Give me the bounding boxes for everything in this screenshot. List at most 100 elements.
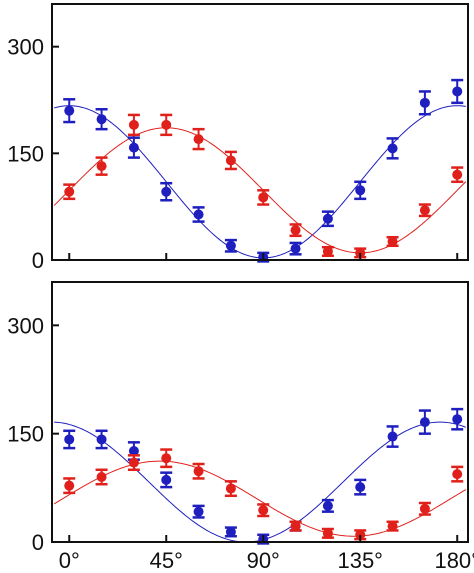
marker xyxy=(225,155,236,166)
marker xyxy=(128,457,139,468)
marker xyxy=(387,521,398,532)
data-point xyxy=(224,238,237,253)
data-point xyxy=(192,206,205,223)
marker xyxy=(387,431,398,442)
marker xyxy=(161,474,172,485)
marker xyxy=(225,240,236,251)
data-point xyxy=(354,478,367,496)
data-point xyxy=(418,501,431,516)
marker xyxy=(419,417,430,428)
marker xyxy=(128,119,139,130)
data-point xyxy=(321,498,334,513)
marker xyxy=(322,528,333,539)
data-point xyxy=(95,429,108,450)
x-tick-label: 180° xyxy=(434,548,474,573)
marker xyxy=(322,246,333,257)
x-tick-label: 45° xyxy=(150,548,183,573)
fit-curve-0 xyxy=(54,105,466,259)
y-tick-label: 150 xyxy=(7,422,44,447)
data-point xyxy=(321,245,334,257)
x-tick-label: 135° xyxy=(337,548,383,573)
marker xyxy=(258,505,269,516)
marker xyxy=(96,161,107,172)
data-point xyxy=(95,156,108,176)
marker xyxy=(419,97,430,108)
marker xyxy=(64,434,75,445)
data-point xyxy=(160,181,173,202)
data-point xyxy=(451,166,464,184)
marker xyxy=(128,142,139,153)
marker xyxy=(161,186,172,197)
marker xyxy=(452,469,463,480)
marker xyxy=(64,480,75,491)
data-point xyxy=(127,136,140,159)
marker xyxy=(355,185,366,196)
data-point xyxy=(418,203,431,218)
marker xyxy=(355,482,366,493)
marker xyxy=(419,503,430,514)
data-point xyxy=(127,113,140,137)
marker xyxy=(64,186,75,197)
data-point xyxy=(63,183,76,201)
data-point xyxy=(224,480,237,498)
data-point xyxy=(160,448,173,469)
y-tick-label: 0 xyxy=(32,530,44,555)
data-point xyxy=(321,210,334,228)
marker xyxy=(193,134,204,145)
data-point xyxy=(224,150,237,171)
marker xyxy=(128,446,139,456)
data-point xyxy=(451,78,464,105)
data-point xyxy=(257,503,270,518)
data-point xyxy=(160,471,173,489)
marker xyxy=(322,500,333,511)
data-point xyxy=(451,407,464,431)
data-point xyxy=(95,107,108,131)
data-point xyxy=(386,235,399,248)
data-point xyxy=(321,527,334,539)
data-point xyxy=(289,223,302,238)
marker xyxy=(387,143,398,154)
marker xyxy=(161,119,172,130)
y-tick-label: 300 xyxy=(7,313,44,338)
data-point xyxy=(386,425,399,448)
bottom-panel: 0 150 300 0° 45° 90° 135° 180° xyxy=(7,281,474,573)
marker xyxy=(322,213,333,224)
data-point xyxy=(289,520,302,532)
marker xyxy=(452,414,463,425)
marker xyxy=(452,86,463,97)
plot-frame xyxy=(51,281,469,543)
marker xyxy=(193,209,204,220)
marker xyxy=(193,466,204,477)
x-tick-label: 0° xyxy=(59,548,80,573)
marker xyxy=(96,472,107,482)
marker xyxy=(64,105,75,116)
data-point xyxy=(354,529,367,541)
marker xyxy=(193,506,204,517)
y-tick-label: 150 xyxy=(7,141,44,166)
data-point xyxy=(192,462,205,480)
data-point xyxy=(63,98,76,124)
marker xyxy=(355,529,366,540)
data-point xyxy=(127,454,140,472)
data-point xyxy=(418,409,431,435)
marker xyxy=(290,243,301,254)
marker xyxy=(452,169,463,180)
marker xyxy=(290,521,301,532)
data-point xyxy=(451,465,464,483)
data-point xyxy=(192,127,205,151)
top-panel: 0 150 300 xyxy=(7,3,469,273)
data-point xyxy=(289,241,302,256)
marker xyxy=(225,483,236,494)
marker xyxy=(419,205,430,216)
data-point xyxy=(63,429,76,450)
marker xyxy=(96,434,107,445)
data-point xyxy=(386,137,399,160)
data-point xyxy=(63,477,76,495)
marker xyxy=(225,526,236,537)
marker xyxy=(258,192,269,203)
data-point xyxy=(95,468,108,486)
y-tick-label: 0 xyxy=(32,248,44,273)
marker xyxy=(355,247,366,258)
data-point xyxy=(224,526,237,538)
